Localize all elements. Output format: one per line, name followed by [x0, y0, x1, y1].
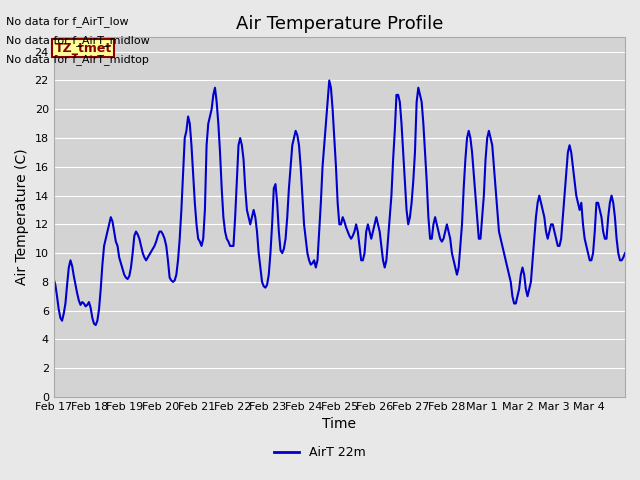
Title: Air Temperature Profile: Air Temperature Profile [236, 15, 443, 33]
Y-axis label: Air Temperature (C): Air Temperature (C) [15, 149, 29, 286]
Text: TZ_tmet: TZ_tmet [54, 42, 111, 55]
Legend: AirT 22m: AirT 22m [269, 441, 371, 464]
Text: No data for f_AirT_midtop: No data for f_AirT_midtop [6, 54, 149, 65]
X-axis label: Time: Time [323, 418, 356, 432]
Text: No data for f_AirT_low: No data for f_AirT_low [6, 16, 129, 27]
Text: No data for f_AirT_midlow: No data for f_AirT_midlow [6, 35, 150, 46]
